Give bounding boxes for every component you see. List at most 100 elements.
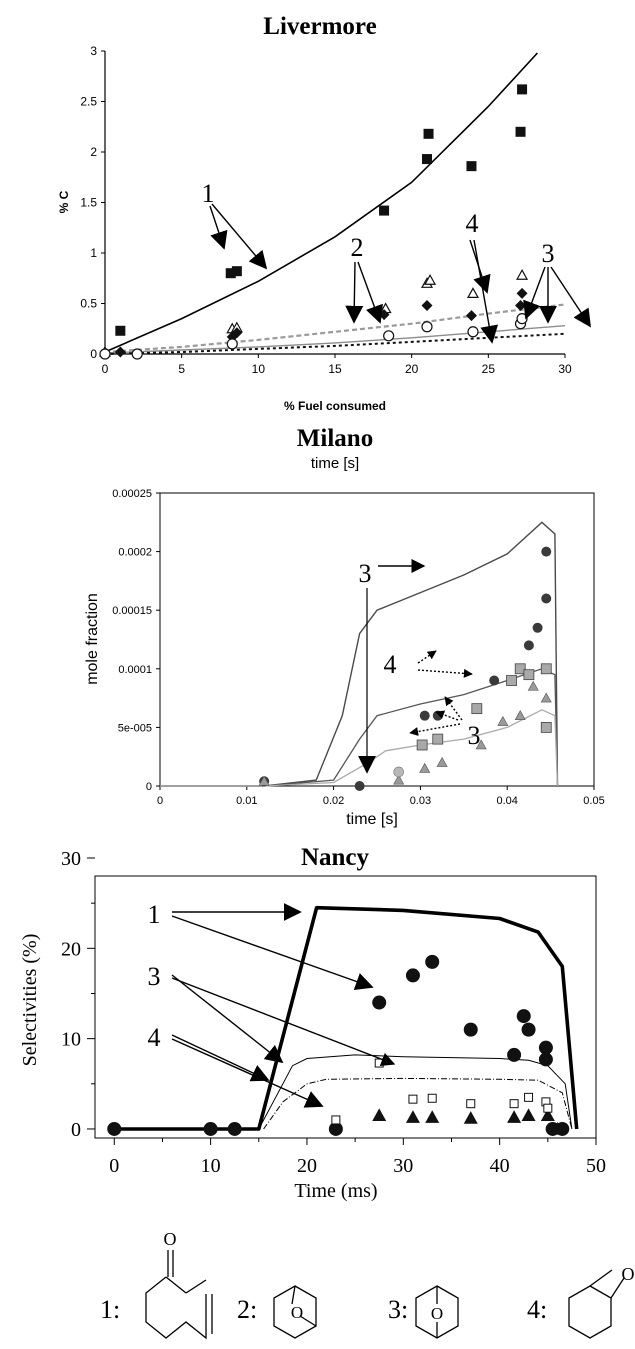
- data-point-open-square: [466, 1099, 476, 1109]
- data-point-open-circle: [383, 330, 395, 342]
- annotation-arrow: [523, 266, 546, 320]
- structure-1-atom: O: [164, 1229, 177, 1249]
- data-point-filled-triangle: [372, 1108, 387, 1122]
- y-tick-label: 0: [146, 781, 152, 793]
- data-point-filled-circle: [203, 1121, 218, 1136]
- plot-frame: [94, 875, 597, 1139]
- data-point-filled-circle: [227, 1121, 242, 1136]
- data-point-dark-circle: [489, 675, 500, 686]
- data-point-open-square: [374, 1058, 384, 1068]
- data-point-filled-square: [517, 84, 528, 95]
- x-tick-label: 10: [252, 362, 266, 376]
- annotation-label: 4: [466, 209, 479, 238]
- series-line-solid-gray: [104, 325, 566, 354]
- data-point-open-square: [408, 1094, 418, 1104]
- data-point-open-circle: [99, 348, 111, 360]
- y-axis-label: mole fraction: [84, 593, 101, 685]
- data-point-gray-triangle: [258, 775, 270, 786]
- series-line-dashed-gray: [104, 303, 566, 354]
- structure-4-ring: [568, 1285, 612, 1339]
- series-line-dotted-black: [104, 332, 566, 355]
- y-tick-label: 0.00015: [112, 605, 152, 617]
- data-point-gray-square: [506, 675, 517, 686]
- data-point-dark-circle: [532, 622, 543, 633]
- data-point-filled-triangle: [550, 1121, 565, 1135]
- structure-2-atom: O: [291, 1303, 303, 1322]
- annotation-arrow: [171, 1034, 270, 1082]
- x-tick-label: 5: [178, 362, 185, 376]
- y-tick-label: 1: [90, 246, 97, 260]
- data-point-gray-triangle: [514, 710, 526, 720]
- x-tick-label: 30: [558, 362, 572, 376]
- data-point-open-square: [543, 1103, 553, 1113]
- data-point-open-square: [427, 1093, 437, 1103]
- data-point-filled-circle: [425, 954, 440, 969]
- data-point-open-triangle: [466, 287, 480, 298]
- structure-4-epoxide-bond: [589, 1269, 613, 1287]
- data-point-filled-square: [466, 161, 477, 172]
- structure-label: 1:: [100, 1295, 120, 1324]
- x-tick-label: 10: [201, 1155, 221, 1177]
- data-point-gray-triangle: [436, 756, 448, 767]
- data-point-gray-triangle: [475, 739, 487, 750]
- data-point-open-triangle: [516, 268, 529, 280]
- data-point-open-circle: [467, 326, 479, 338]
- annotation-arrow: [171, 1038, 324, 1108]
- x-tick-label: 50: [586, 1155, 606, 1177]
- x-tick-label: 30: [393, 1155, 413, 1177]
- data-point-dark-circle: [541, 593, 552, 604]
- x-axis-label: % Fuel consumed: [284, 399, 386, 413]
- y-tick-label: 0.5: [80, 297, 97, 311]
- data-point-filled-circle: [107, 1121, 122, 1136]
- y-tick-label: 3: [90, 44, 97, 58]
- annotation-arrow: [550, 266, 591, 328]
- data-point-filled-circle: [463, 1022, 478, 1037]
- data-point-filled-circle: [538, 1052, 553, 1067]
- structure-label: 3:: [388, 1295, 408, 1324]
- series-line-solid-black: [104, 52, 538, 353]
- annotation-label: 3: [359, 559, 372, 588]
- series-line-thick-black: [114, 905, 579, 1131]
- data-point-filled-diamond: [465, 310, 477, 322]
- structure-1-bond: [165, 1276, 187, 1294]
- data-point-open-triangle: [424, 274, 437, 285]
- data-point-filled-square: [423, 128, 434, 139]
- structure-4-epoxide-bond: [610, 1277, 625, 1299]
- x-tick-label: 20: [297, 1155, 317, 1177]
- data-point-dark-circle: [523, 640, 534, 651]
- molecule-structures: 1: 2: 3: 4: O O O O: [100, 1229, 635, 1340]
- annotation-label: 3: [542, 239, 555, 268]
- data-point-open-circle: [226, 338, 238, 350]
- data-point-gray-triangle: [419, 762, 431, 773]
- chart-title: Milano: [297, 425, 373, 452]
- data-point-dark-circle: [419, 710, 430, 721]
- annotation-label: 1: [148, 900, 161, 929]
- annotation-arrow: [171, 915, 374, 991]
- chart-nancy: Nancy 0 10 20 30 0 10 20 30 40 50 Time (ms) Selectiv…: [19, 844, 606, 1202]
- x-tick-label: 25: [482, 362, 496, 376]
- annotation-arrow: [211, 203, 268, 270]
- data-point-gray-triangle: [393, 774, 405, 785]
- data-point-filled-circle: [328, 1121, 343, 1136]
- data-point-gray-triangle: [540, 692, 552, 703]
- y-tick-label: 5e-005: [118, 722, 152, 734]
- structure-4-atom: O: [622, 1264, 635, 1284]
- data-point-filled-square: [115, 325, 126, 336]
- data-point-open-square: [509, 1099, 519, 1109]
- annotation-arrow: [357, 261, 383, 324]
- data-point-filled-diamond: [231, 327, 243, 339]
- data-point-gray-square: [540, 663, 552, 675]
- data-point-dark-circle: [354, 781, 365, 791]
- structure-label: 4:: [527, 1295, 547, 1324]
- data-point-filled-diamond: [421, 300, 433, 312]
- y-tick-label: 0: [90, 347, 97, 361]
- data-point-gray-square: [540, 722, 552, 733]
- x-tick-label: 15: [328, 362, 342, 376]
- data-point-filled-circle: [521, 1022, 536, 1037]
- data-point-filled-triangle: [507, 1110, 522, 1123]
- y-axis-label: % C: [57, 190, 71, 213]
- chart-title: Livermore: [263, 13, 376, 40]
- data-point-filled-square: [225, 268, 236, 279]
- x-axis-label: time [s]: [346, 811, 398, 828]
